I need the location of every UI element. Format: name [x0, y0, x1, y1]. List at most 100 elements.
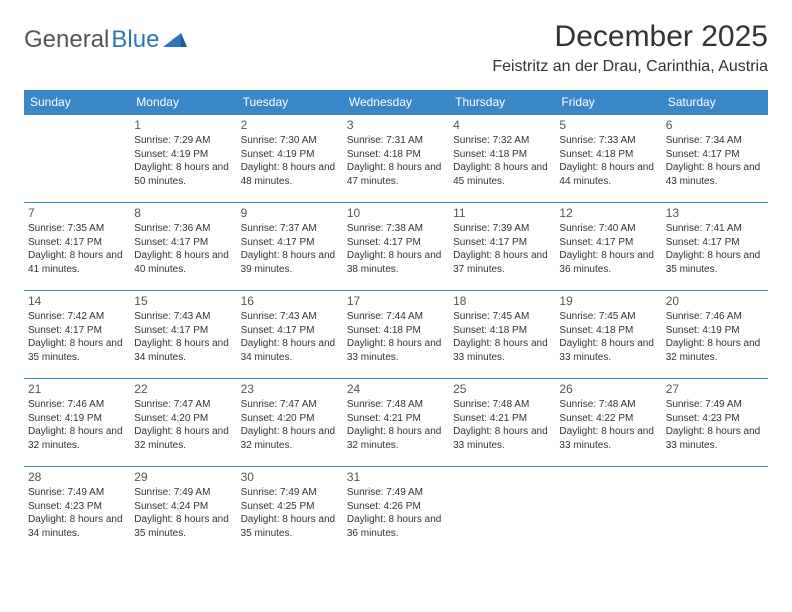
- calendar-cell: 25 Sunrise: 7:48 AMSunset: 4:21 PMDayligh…: [449, 379, 555, 467]
- calendar-cell: 28Sunrise: 7:49 AMSunset: 4:23 PMDayligh…: [24, 467, 130, 555]
- day-info: Sunrise: 7:43 AMSunset: 4:17 PMDaylight:…: [241, 310, 339, 364]
- calendar-cell: 22 Sunrise: 7:47 AMSunset: 4:20 PMDayligh…: [130, 379, 236, 467]
- calendar-row: 7Sunrise: 7:35 AMSunset: 4:17 PMDaylight…: [24, 203, 768, 291]
- day-number: 5: [559, 118, 657, 132]
- day-number: 3: [347, 118, 445, 132]
- calendar-cell: 18Sunrise: 7:45 AMSunset: 4:18 PMDayligh…: [449, 291, 555, 379]
- calendar-row: 21Sunrise: 7:46 AMSunset: 4:19 PMDayligh…: [24, 379, 768, 467]
- day-number: 24: [347, 382, 445, 396]
- day-info: Sunrise: 7:47 AMSunset: 4:20 PMDaylight:…: [134, 398, 232, 452]
- day-info: Sunrise: 7:34 AMSunset: 4:17 PMDaylight:…: [666, 134, 764, 188]
- day-info: Sunrise: 7:49 AMSunset: 4:23 PMDaylight:…: [666, 398, 764, 452]
- weekday-header: Monday: [130, 90, 236, 115]
- logo-text-general: General: [24, 26, 109, 54]
- day-info: Sunrise: 7:37 AMSunset: 4:17 PMDaylight:…: [241, 222, 339, 276]
- day-info: Sunrise: 7:32 AMSunset: 4:18 PMDaylight:…: [453, 134, 551, 188]
- day-number: 22: [134, 382, 232, 396]
- day-number: 25: [453, 382, 551, 396]
- calendar-cell: 11 Sunrise: 7:39 AMSunset: 4:17 PMDayligh…: [449, 203, 555, 291]
- calendar-cell: 5 Sunrise: 7:33 AMSunset: 4:18 PMDaylight…: [555, 115, 661, 203]
- day-number: 10: [347, 206, 445, 220]
- day-number: 28: [28, 470, 126, 484]
- day-info: Sunrise: 7:46 AMSunset: 4:19 PMDaylight:…: [666, 310, 764, 364]
- day-info: Sunrise: 7:36 AMSunset: 4:17 PMDaylight:…: [134, 222, 232, 276]
- day-number: 7: [28, 206, 126, 220]
- day-info: Sunrise: 7:38 AMSunset: 4:17 PMDaylight:…: [347, 222, 445, 276]
- day-number: 21: [28, 382, 126, 396]
- header: GeneralBlue December 2025 Feistritz an d…: [24, 20, 768, 76]
- calendar-cell: 29Sunrise: 7:49 AMSunset: 4:24 PMDayligh…: [130, 467, 236, 555]
- logo-icon: [163, 26, 187, 54]
- calendar-head: SundayMondayTuesdayWednesdayThursdayFrid…: [24, 90, 768, 115]
- calendar-cell: 24 Sunrise: 7:48 AMSunset: 4:21 PMDayligh…: [343, 379, 449, 467]
- calendar-cell: 13 Sunrise: 7:41 AMSunset: 4:17 PMDayligh…: [662, 203, 768, 291]
- calendar-cell: 20 Sunrise: 7:46 AMSunset: 4:19 PMDayligh…: [662, 291, 768, 379]
- calendar-cell: 16Sunrise: 7:43 AMSunset: 4:17 PMDayligh…: [237, 291, 343, 379]
- calendar-cell: 27 Sunrise: 7:49 AMSunset: 4:23 PMDayligh…: [662, 379, 768, 467]
- day-info: Sunrise: 7:39 AMSunset: 4:17 PMDaylight:…: [453, 222, 551, 276]
- calendar-cell: 6 Sunrise: 7:34 AMSunset: 4:17 PMDaylight…: [662, 115, 768, 203]
- day-info: Sunrise: 7:45 AMSunset: 4:18 PMDaylight:…: [453, 310, 551, 364]
- day-info: Sunrise: 7:40 AMSunset: 4:17 PMDaylight:…: [559, 222, 657, 276]
- day-info: Sunrise: 7:48 AMSunset: 4:21 PMDaylight:…: [347, 398, 445, 452]
- weekday-header: Friday: [555, 90, 661, 115]
- weekday-header: Wednesday: [343, 90, 449, 115]
- calendar-cell: 21Sunrise: 7:46 AMSunset: 4:19 PMDayligh…: [24, 379, 130, 467]
- day-info: Sunrise: 7:48 AMSunset: 4:21 PMDaylight:…: [453, 398, 551, 452]
- weekday-header: Thursday: [449, 90, 555, 115]
- day-number: 20: [666, 294, 764, 308]
- calendar-cell-empty: [449, 467, 555, 555]
- calendar-cell: 2Sunrise: 7:30 AMSunset: 4:19 PMDaylight…: [237, 115, 343, 203]
- day-number: 15: [134, 294, 232, 308]
- day-number: 30: [241, 470, 339, 484]
- day-info: Sunrise: 7:42 AMSunset: 4:17 PMDaylight:…: [28, 310, 126, 364]
- day-info: Sunrise: 7:45 AMSunset: 4:18 PMDaylight:…: [559, 310, 657, 364]
- day-number: 31: [347, 470, 445, 484]
- weekday-header: Tuesday: [237, 90, 343, 115]
- day-number: 11: [453, 206, 551, 220]
- calendar-row: 1 Sunrise: 7:29 AMSunset: 4:19 PMDaylight…: [24, 115, 768, 203]
- calendar-row: 28Sunrise: 7:49 AMSunset: 4:23 PMDayligh…: [24, 467, 768, 555]
- day-info: Sunrise: 7:47 AMSunset: 4:20 PMDaylight:…: [241, 398, 339, 452]
- day-number: 19: [559, 294, 657, 308]
- day-info: Sunrise: 7:49 AMSunset: 4:25 PMDaylight:…: [241, 486, 339, 540]
- calendar-cell: 17 Sunrise: 7:44 AMSunset: 4:18 PMDayligh…: [343, 291, 449, 379]
- day-number: 17: [347, 294, 445, 308]
- day-info: Sunrise: 7:48 AMSunset: 4:22 PMDaylight:…: [559, 398, 657, 452]
- day-info: Sunrise: 7:49 AMSunset: 4:26 PMDaylight:…: [347, 486, 445, 540]
- day-number: 29: [134, 470, 232, 484]
- day-info: Sunrise: 7:43 AMSunset: 4:17 PMDaylight:…: [134, 310, 232, 364]
- day-number: 8: [134, 206, 232, 220]
- logo: GeneralBlue: [24, 26, 187, 54]
- weekday-header: Sunday: [24, 90, 130, 115]
- day-info: Sunrise: 7:29 AMSunset: 4:19 PMDaylight:…: [134, 134, 232, 188]
- day-number: 9: [241, 206, 339, 220]
- day-number: 23: [241, 382, 339, 396]
- calendar-cell-empty: [662, 467, 768, 555]
- calendar-cell: 15 Sunrise: 7:43 AMSunset: 4:17 PMDayligh…: [130, 291, 236, 379]
- calendar-cell: 8 Sunrise: 7:36 AMSunset: 4:17 PMDaylight…: [130, 203, 236, 291]
- location: Feistritz an der Drau, Carinthia, Austri…: [492, 58, 768, 76]
- day-number: 12: [559, 206, 657, 220]
- day-info: Sunrise: 7:44 AMSunset: 4:18 PMDaylight:…: [347, 310, 445, 364]
- calendar-cell-empty: [24, 115, 130, 203]
- calendar-cell: 19 Sunrise: 7:45 AMSunset: 4:18 PMDayligh…: [555, 291, 661, 379]
- day-number: 1: [134, 118, 232, 132]
- day-number: 13: [666, 206, 764, 220]
- calendar-cell: 7Sunrise: 7:35 AMSunset: 4:17 PMDaylight…: [24, 203, 130, 291]
- month-title: December 2025: [492, 20, 768, 54]
- day-info: Sunrise: 7:31 AMSunset: 4:18 PMDaylight:…: [347, 134, 445, 188]
- calendar-row: 14Sunrise: 7:42 AMSunset: 4:17 PMDayligh…: [24, 291, 768, 379]
- calendar-cell: 12 Sunrise: 7:40 AMSunset: 4:17 PMDayligh…: [555, 203, 661, 291]
- calendar-cell: 1 Sunrise: 7:29 AMSunset: 4:19 PMDaylight…: [130, 115, 236, 203]
- day-info: Sunrise: 7:30 AMSunset: 4:19 PMDaylight:…: [241, 134, 339, 188]
- calendar-cell: 9 Sunrise: 7:37 AMSunset: 4:17 PMDaylight…: [237, 203, 343, 291]
- calendar-cell: 26Sunrise: 7:48 AMSunset: 4:22 PMDayligh…: [555, 379, 661, 467]
- calendar-table: SundayMondayTuesdayWednesdayThursdayFrid…: [24, 90, 768, 555]
- day-number: 6: [666, 118, 764, 132]
- calendar-cell: 31 Sunrise: 7:49 AMSunset: 4:26 PMDayligh…: [343, 467, 449, 555]
- day-info: Sunrise: 7:33 AMSunset: 4:18 PMDaylight:…: [559, 134, 657, 188]
- calendar-body: 1 Sunrise: 7:29 AMSunset: 4:19 PMDaylight…: [24, 115, 768, 555]
- day-info: Sunrise: 7:41 AMSunset: 4:17 PMDaylight:…: [666, 222, 764, 276]
- day-number: 27: [666, 382, 764, 396]
